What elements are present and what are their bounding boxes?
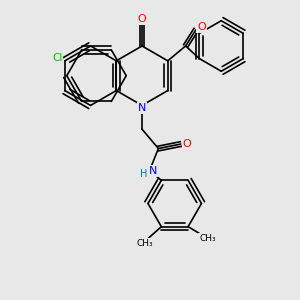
- Text: O: O: [138, 14, 146, 24]
- Text: CH₃: CH₃: [199, 234, 216, 243]
- Text: O: O: [197, 22, 206, 32]
- Text: N: N: [149, 166, 157, 176]
- Text: N: N: [138, 103, 146, 113]
- Text: Cl: Cl: [52, 53, 63, 63]
- Text: O: O: [183, 139, 192, 149]
- Text: H: H: [140, 169, 147, 179]
- Text: CH₃: CH₃: [136, 238, 153, 247]
